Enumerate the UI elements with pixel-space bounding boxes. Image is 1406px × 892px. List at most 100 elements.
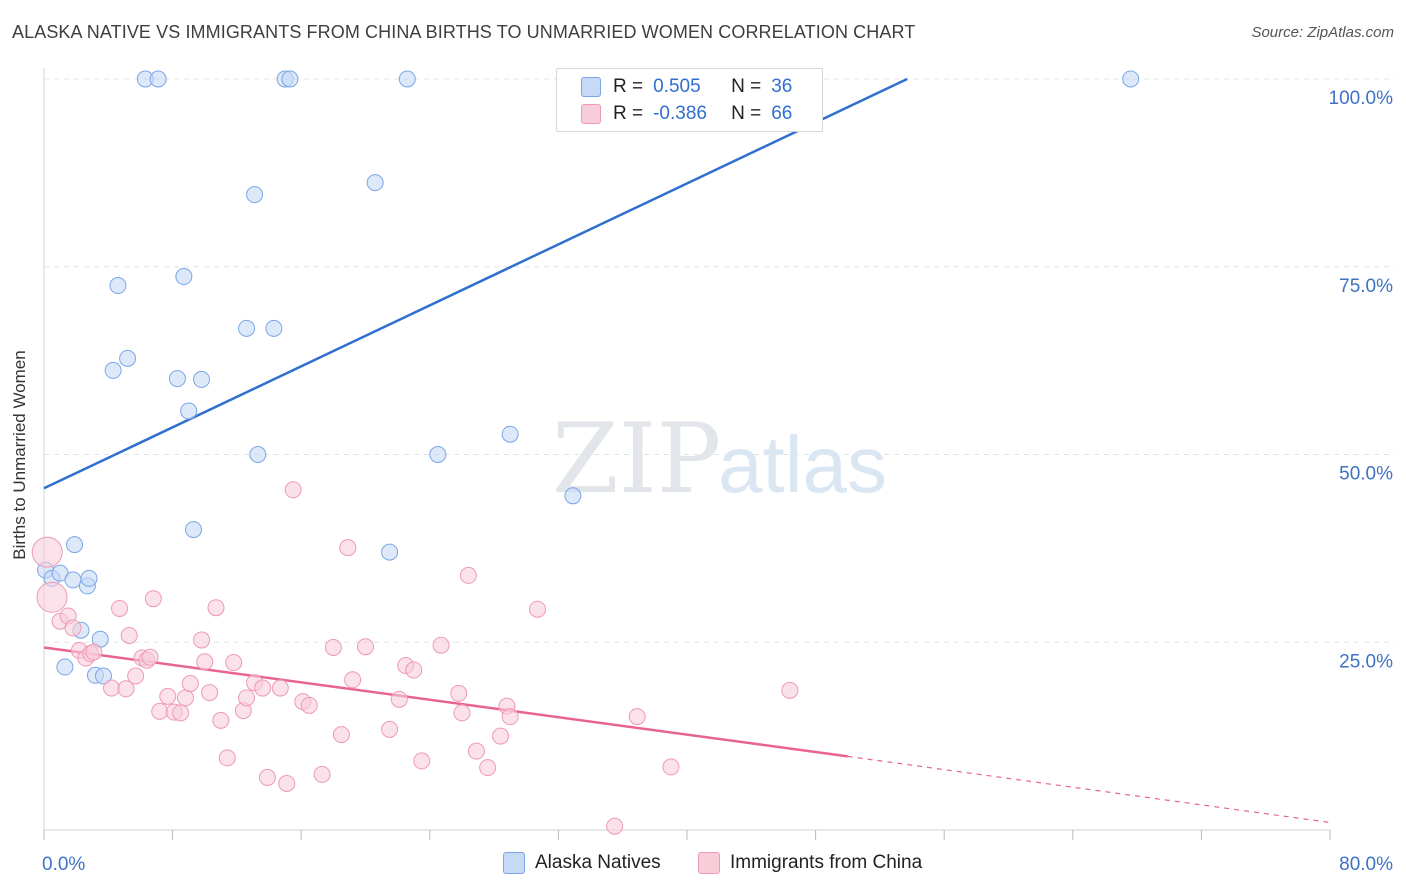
legend-n-label: N = — [731, 103, 762, 124]
point-alaska-native — [184, 521, 202, 539]
legend-swatch-blue — [503, 852, 525, 874]
point-alaska-native — [265, 319, 283, 337]
y-tick-label: 25.0% — [1339, 651, 1393, 672]
point-immigrant-china — [479, 759, 497, 777]
y-axis-label: Births to Unmarried Women — [10, 350, 29, 560]
legend-item-immigrants-china[interactable]: Immigrants from China — [698, 852, 922, 874]
legend-r-value: -0.386 — [653, 103, 707, 124]
grid-lines — [44, 78, 1395, 643]
legend-label: Alaska Natives — [535, 852, 661, 873]
point-immigrant-china — [111, 599, 129, 617]
legend-item-alaska-natives[interactable]: Alaska Natives — [503, 852, 661, 874]
point-immigrant-china — [181, 675, 199, 693]
legend-n-value: 66 — [771, 103, 793, 124]
point-immigrant-china — [271, 679, 289, 697]
point-alaska-native — [501, 425, 519, 443]
point-immigrant-china — [151, 702, 169, 720]
point-immigrant-china — [459, 566, 477, 584]
point-immigrant-china — [662, 758, 680, 776]
point-immigrant-china — [781, 681, 799, 699]
point-alaska-native — [168, 370, 186, 388]
legend-row-china: R = -0.386 N = 66 — [581, 101, 792, 127]
point-alaska-native — [381, 543, 399, 561]
point-alaska-native — [246, 186, 264, 204]
point-alaska-native — [149, 70, 167, 88]
point-immigrant-china — [453, 704, 471, 722]
point-immigrant-china — [284, 481, 302, 499]
y-tick-label: 75.0% — [1339, 276, 1393, 297]
point-immigrant-china — [218, 749, 236, 767]
legend-swatch-pink — [698, 852, 720, 874]
legend-r-label: R = — [613, 103, 644, 124]
chart-title: ALASKA NATIVE VS IMMIGRANTS FROM CHINA B… — [12, 22, 916, 42]
x-tick-label: 80.0% — [1339, 854, 1393, 875]
point-alaska-native — [281, 70, 299, 88]
point-immigrant-china — [141, 648, 159, 666]
point-immigrant-china — [300, 696, 318, 714]
trend-line-china — [43, 646, 848, 758]
point-immigrant-china — [193, 631, 211, 649]
legend-swatch-blue — [581, 77, 601, 97]
point-alaska-native — [249, 446, 267, 463]
point-alaska-native — [1122, 70, 1140, 88]
point-immigrant-china — [390, 690, 408, 708]
point-alaska-native — [366, 174, 384, 192]
point-immigrant-china — [120, 626, 138, 644]
axes — [43, 68, 1331, 840]
point-alaska-native — [56, 658, 74, 676]
point-immigrant-china — [172, 704, 190, 722]
point-alaska-native — [109, 277, 127, 295]
point-alaska-native — [119, 349, 137, 367]
point-alaska-native — [175, 268, 193, 286]
legend-n-value: 36 — [771, 76, 793, 97]
legend-r-value: 0.505 — [653, 76, 701, 97]
trend-lines — [43, 77, 1331, 824]
point-immigrant-china — [313, 765, 331, 783]
point-alaska-native — [238, 319, 256, 337]
point-immigrant-china — [212, 711, 230, 729]
legend-swatch-pink — [581, 104, 601, 124]
point-immigrant-china — [628, 708, 646, 726]
point-immigrant-china — [207, 599, 225, 617]
point-alaska-native — [180, 402, 198, 420]
y-tick-label: 100.0% — [1329, 88, 1394, 109]
point-immigrant-china — [225, 654, 243, 672]
x-tick-label: 0.0% — [42, 854, 85, 875]
point-alaska-native — [66, 536, 84, 554]
point-immigrant-china — [344, 671, 362, 689]
point-immigrant-china — [176, 689, 194, 707]
point-alaska-native — [104, 361, 122, 379]
point-alaska-native — [193, 370, 211, 388]
point-immigrant-china — [492, 727, 510, 745]
legend-row-alaska: R = 0.505 N = 36 — [581, 74, 792, 100]
point-immigrant-china — [529, 600, 547, 618]
data-points — [31, 70, 1140, 835]
point-alaska-native — [64, 571, 82, 589]
point-immigrant-china — [381, 720, 399, 738]
point-immigrant-china — [238, 689, 256, 707]
point-immigrant-china — [85, 643, 103, 661]
point-immigrant-china — [606, 817, 624, 835]
legend-r-label: R = — [613, 76, 644, 97]
point-immigrant-china — [450, 684, 468, 702]
point-immigrant-china — [278, 774, 296, 792]
point-immigrant-china — [357, 638, 374, 656]
point-immigrant-china — [31, 536, 63, 568]
legend-label: Immigrants from China — [730, 852, 923, 873]
trend-line-alaska — [43, 77, 908, 490]
point-immigrant-china — [258, 768, 276, 786]
point-immigrant-china — [36, 581, 68, 613]
point-immigrant-china — [254, 679, 272, 697]
watermark: ZIP atlas — [552, 403, 887, 515]
point-alaska-native — [564, 487, 582, 505]
tick-labels: 25.0% 50.0% 75.0% 100.0% 0.0% 80.0% — [42, 88, 1393, 875]
point-immigrant-china — [117, 680, 135, 698]
correlation-legend: R = 0.505 N = 36 R = -0.386 N = 66 — [556, 68, 823, 132]
point-immigrant-china — [413, 752, 431, 770]
point-immigrant-china — [332, 726, 350, 744]
y-tick-label: 50.0% — [1339, 464, 1393, 485]
point-immigrant-china — [103, 679, 121, 697]
trend-line-china-extension — [847, 755, 1331, 824]
point-alaska-native — [429, 446, 447, 463]
